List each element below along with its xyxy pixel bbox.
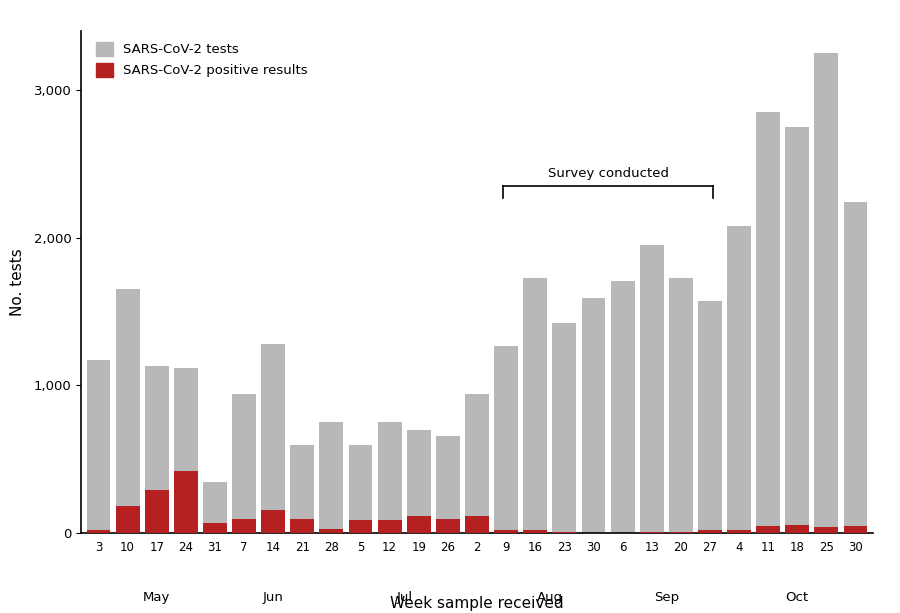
Bar: [145, 366, 168, 533]
Bar: [669, 532, 693, 533]
Bar: [610, 281, 634, 533]
Bar: [640, 532, 663, 533]
Bar: [814, 527, 838, 533]
Bar: [348, 520, 373, 533]
Bar: [494, 346, 518, 533]
Bar: [843, 526, 868, 533]
Bar: [378, 422, 401, 533]
Bar: [115, 506, 140, 533]
Bar: [465, 516, 489, 533]
Bar: [640, 245, 663, 533]
Bar: [786, 127, 809, 533]
Bar: [581, 299, 606, 533]
Bar: [203, 482, 227, 533]
Bar: [174, 368, 198, 533]
Bar: [407, 430, 431, 533]
Bar: [115, 289, 140, 533]
Bar: [814, 53, 838, 533]
Legend: SARS-CoV-2 tests, SARS-CoV-2 positive results: SARS-CoV-2 tests, SARS-CoV-2 positive re…: [95, 42, 308, 77]
Bar: [843, 202, 868, 533]
Bar: [523, 278, 547, 533]
Bar: [320, 529, 343, 533]
Bar: [669, 278, 693, 533]
Text: May: May: [143, 591, 170, 604]
Bar: [407, 516, 431, 533]
Text: Survey conducted: Survey conducted: [547, 167, 669, 180]
Bar: [553, 324, 576, 533]
Bar: [232, 394, 256, 533]
Text: Oct: Oct: [786, 591, 809, 604]
Bar: [291, 519, 314, 533]
Bar: [756, 112, 780, 533]
Bar: [232, 519, 256, 533]
Bar: [261, 344, 285, 533]
Bar: [786, 525, 809, 533]
Bar: [291, 444, 314, 533]
Bar: [86, 360, 111, 533]
Bar: [698, 301, 722, 533]
Bar: [86, 530, 111, 533]
Bar: [203, 523, 227, 533]
Bar: [698, 530, 722, 533]
Text: Jul: Jul: [396, 591, 412, 604]
Y-axis label: No. tests: No. tests: [10, 248, 25, 316]
Bar: [436, 436, 460, 533]
Bar: [174, 471, 198, 533]
Bar: [465, 394, 489, 533]
Bar: [261, 511, 285, 533]
Text: Sep: Sep: [653, 591, 679, 604]
Bar: [436, 519, 460, 533]
Bar: [378, 520, 401, 533]
Bar: [494, 530, 518, 533]
Bar: [553, 532, 576, 533]
Bar: [348, 444, 373, 533]
Bar: [523, 530, 547, 533]
Bar: [727, 530, 751, 533]
X-axis label: Week sample received: Week sample received: [391, 596, 563, 611]
Text: Jun: Jun: [263, 591, 284, 604]
Text: Aug: Aug: [536, 591, 562, 604]
Bar: [145, 490, 168, 533]
Bar: [320, 422, 343, 533]
Bar: [727, 226, 751, 533]
Bar: [756, 526, 780, 533]
